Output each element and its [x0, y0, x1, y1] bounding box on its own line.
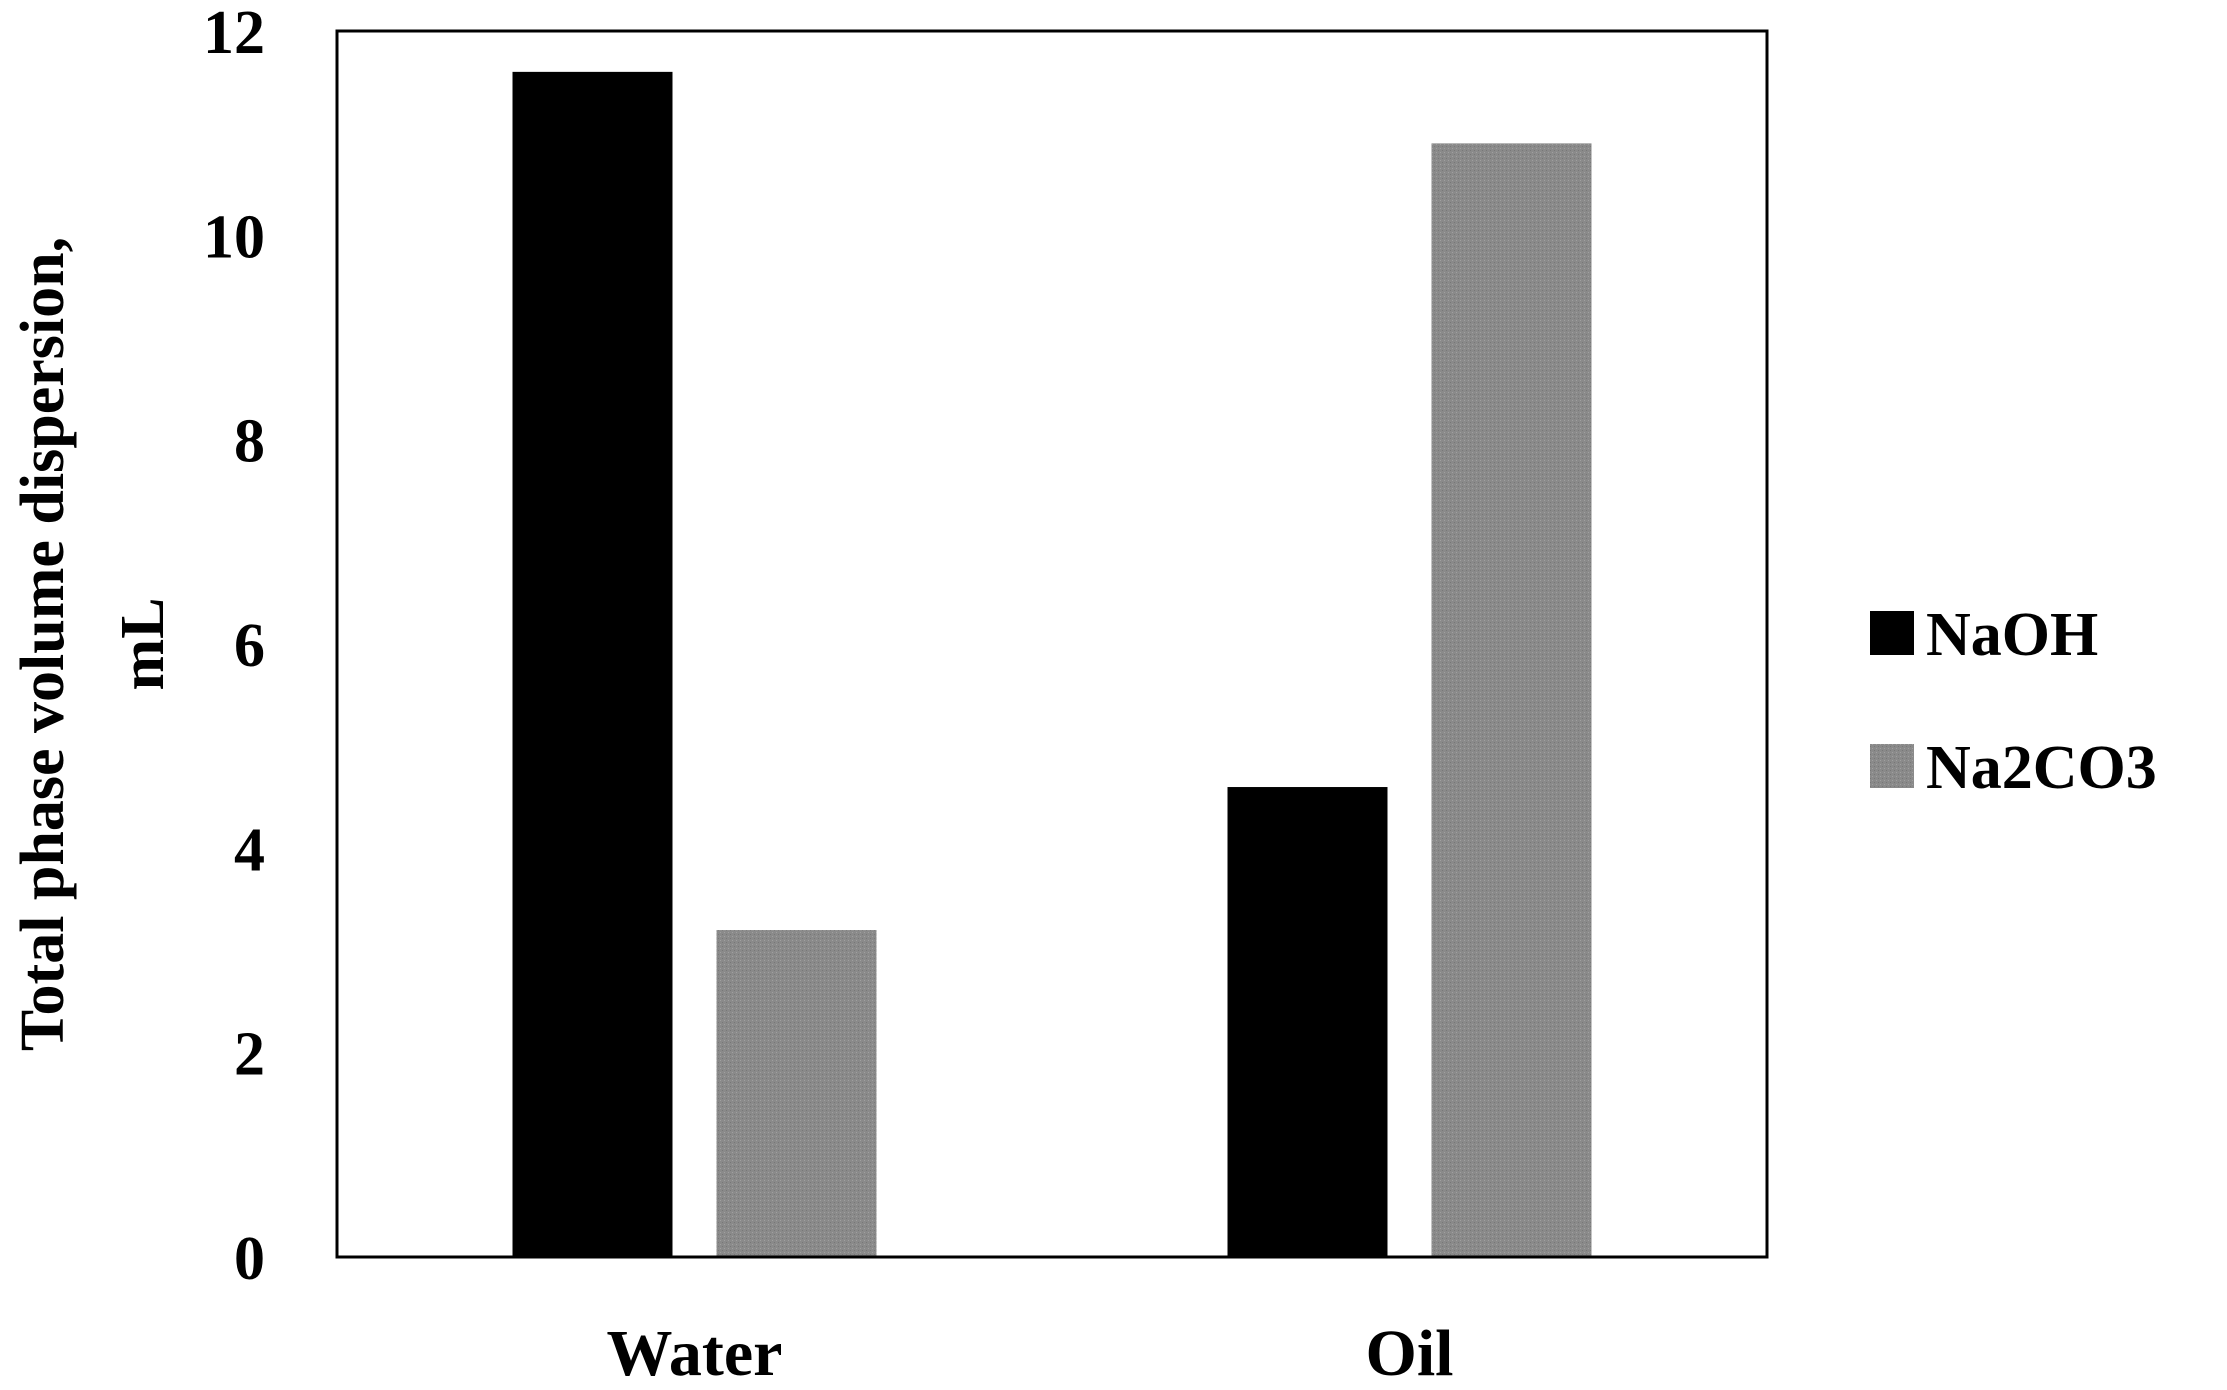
y-tick-label: 4	[234, 816, 265, 884]
y-tick-label: 0	[234, 1225, 265, 1293]
bar-naoh-oil	[1227, 787, 1388, 1257]
y-tick-label: 8	[234, 408, 265, 476]
y-tick-label: 2	[234, 1021, 265, 1089]
y-tick-labels: 0 2 4 6 8 10 12	[203, 0, 265, 1293]
x-tick-labels: Water Oil	[607, 1317, 1454, 1390]
legend: NaOH Na2CO3	[1870, 601, 2157, 802]
bars	[512, 71, 1592, 1258]
y-tick-label: 12	[203, 0, 265, 67]
y-tick-label: 6	[234, 612, 265, 680]
y-tick-label: 10	[203, 203, 265, 271]
y-axis-label-line: mL	[109, 598, 177, 691]
y-axis-label: Total phase volume dispersion, mL	[9, 237, 177, 1051]
plot-area-frame	[335, 29, 1769, 1259]
legend-swatch	[1870, 611, 1914, 655]
legend-swatch	[1870, 744, 1914, 788]
x-tick-label: Water	[607, 1317, 783, 1385]
bar-na2co3-oil	[1431, 143, 1592, 1258]
legend-label: Na2CO3	[1926, 734, 2157, 802]
bar-naoh-water	[512, 71, 673, 1257]
bar-na2co3-water	[716, 930, 877, 1257]
legend-label: NaOH	[1926, 601, 2098, 669]
x-tick-label: Oil	[1365, 1317, 1453, 1385]
y-axis-label-line: Total phase volume dispersion,	[9, 237, 77, 1051]
